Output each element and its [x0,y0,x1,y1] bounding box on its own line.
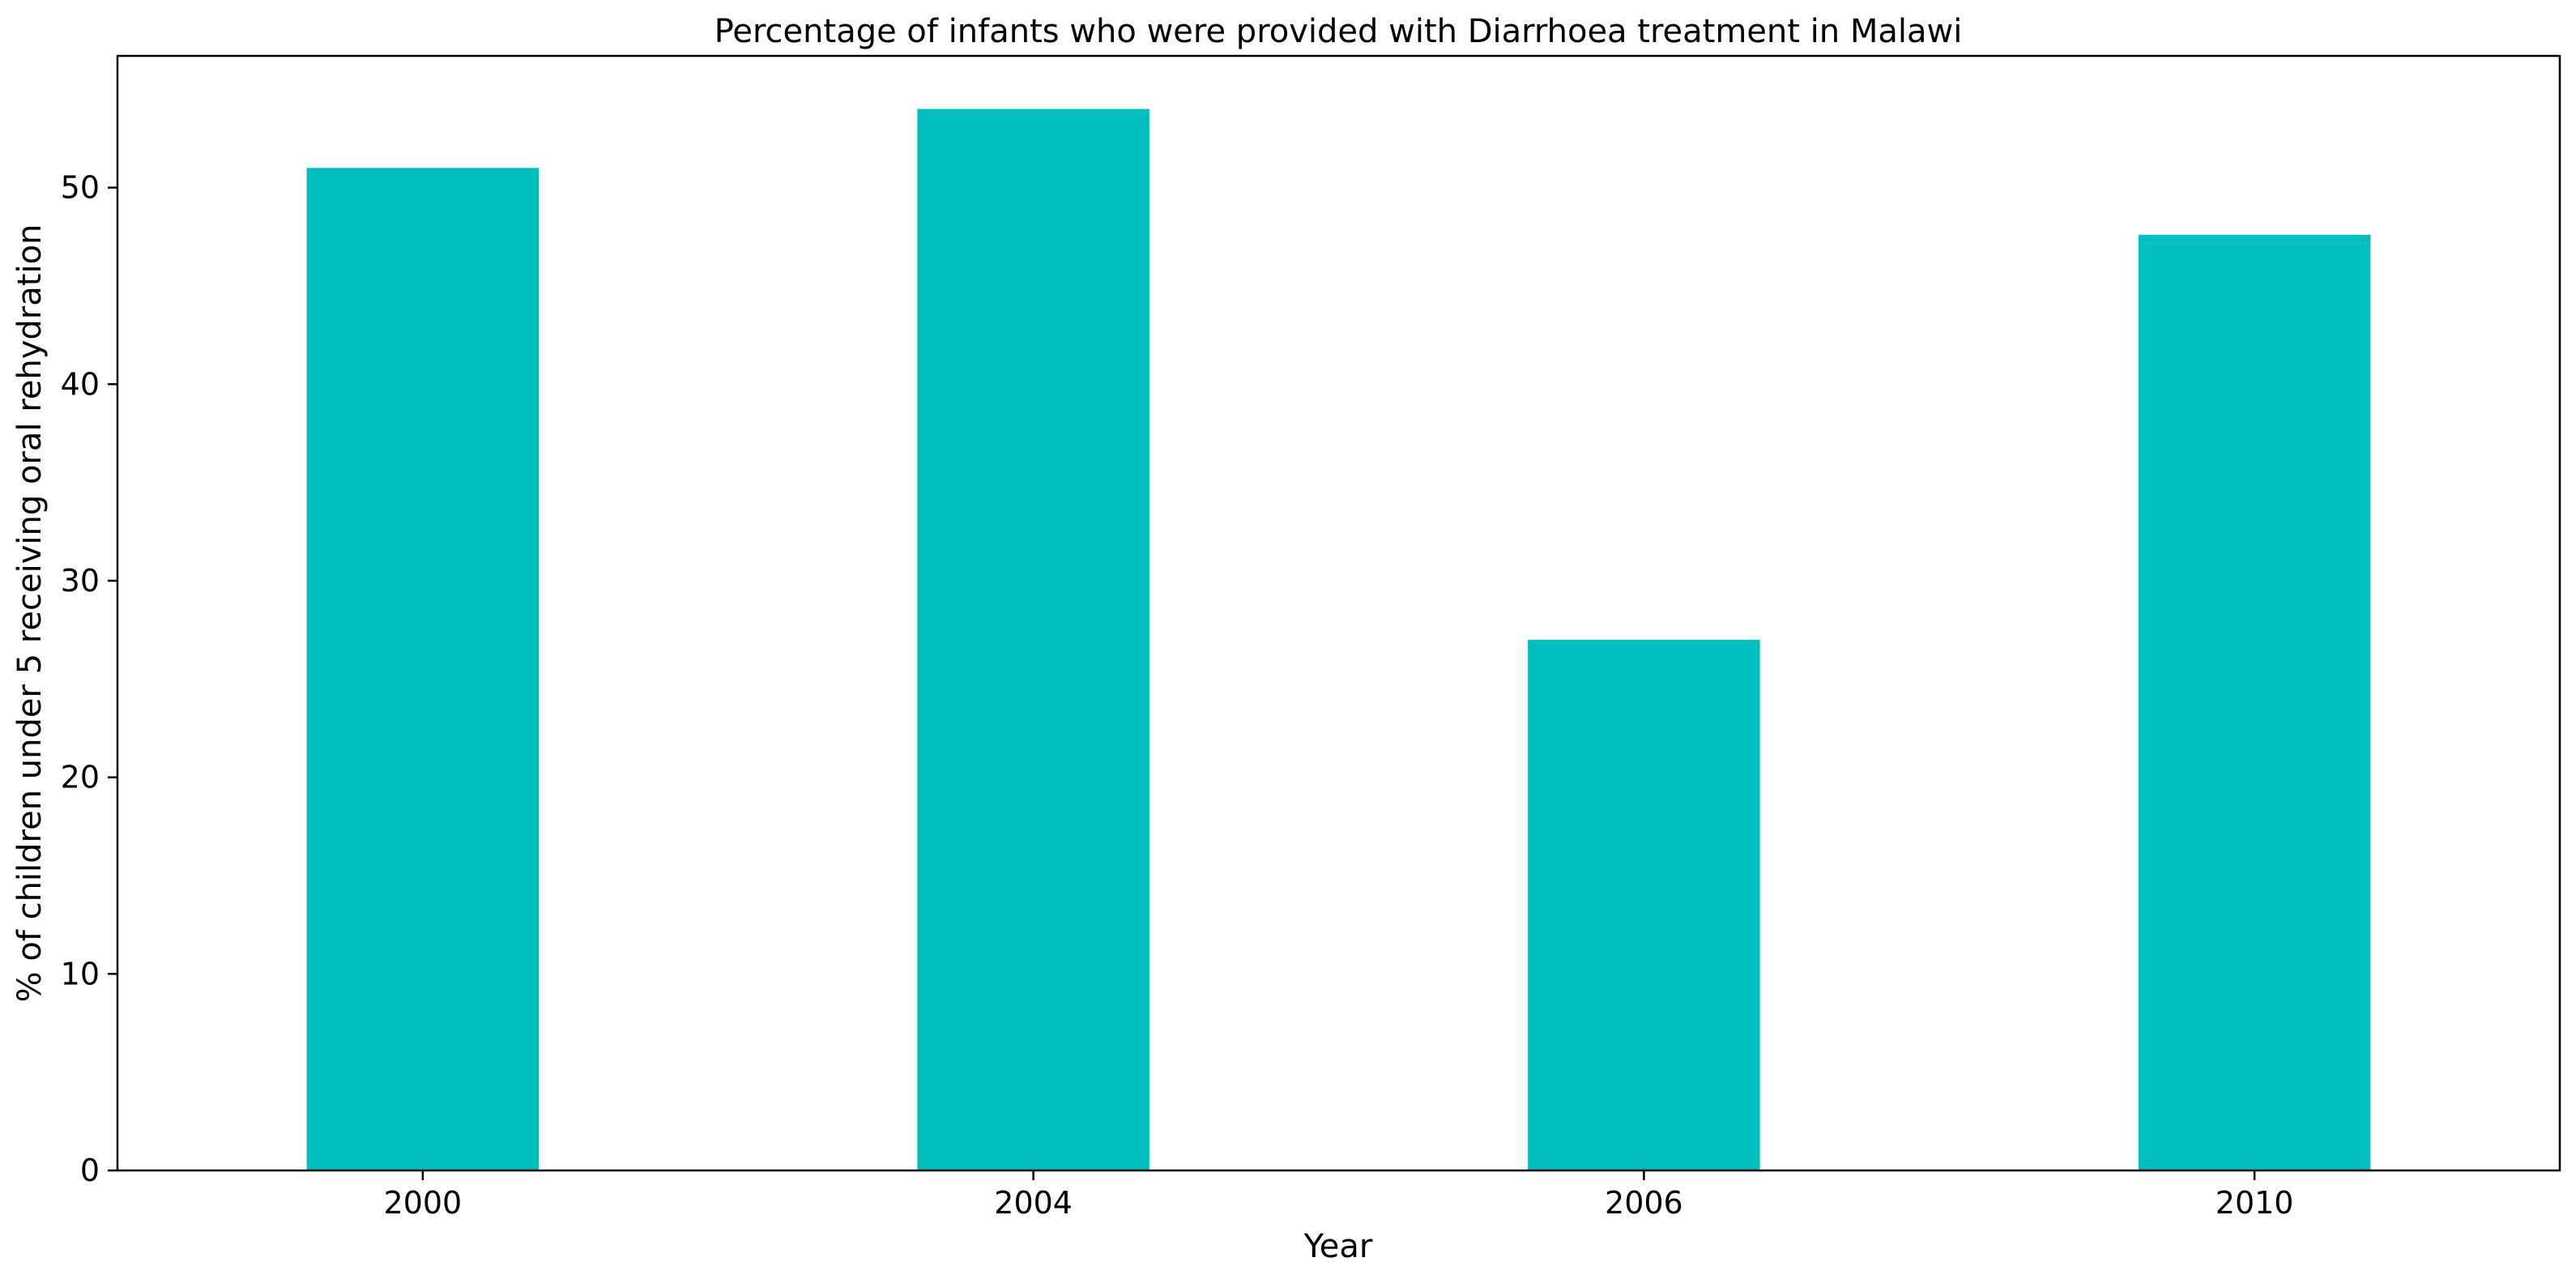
bar-2004 [917,109,1149,1170]
y-axis: 0 10 20 30 40 50 [61,170,117,1188]
y-tick-label-0: 0 [80,1153,100,1188]
y-tick-label-50: 50 [61,170,100,206]
x-tick-label-2006: 2006 [1605,1185,1683,1221]
x-axis: 2000 2004 2006 2010 [384,1170,2294,1221]
chart-title: Percentage of infants who were provided … [714,13,1963,50]
plot-frame [116,54,2561,1172]
bar-2000 [306,168,540,1171]
x-tick-label-2004: 2004 [994,1185,1073,1221]
x-tick-label-2000: 2000 [384,1185,463,1221]
x-axis-title: Year [1303,1228,1373,1265]
x-tick-label-2010: 2010 [2216,1185,2294,1221]
y-tick-label-20: 20 [61,760,100,795]
y-axis-title: % of children under 5 receiving oral reh… [11,224,49,1003]
bar-2010 [2138,234,2371,1171]
y-tick-label-10: 10 [61,956,100,991]
y-tick-label-30: 30 [61,563,100,599]
bars-group [306,109,2371,1171]
y-tick-label-40: 40 [61,366,100,402]
bar-2006 [1528,639,1760,1170]
